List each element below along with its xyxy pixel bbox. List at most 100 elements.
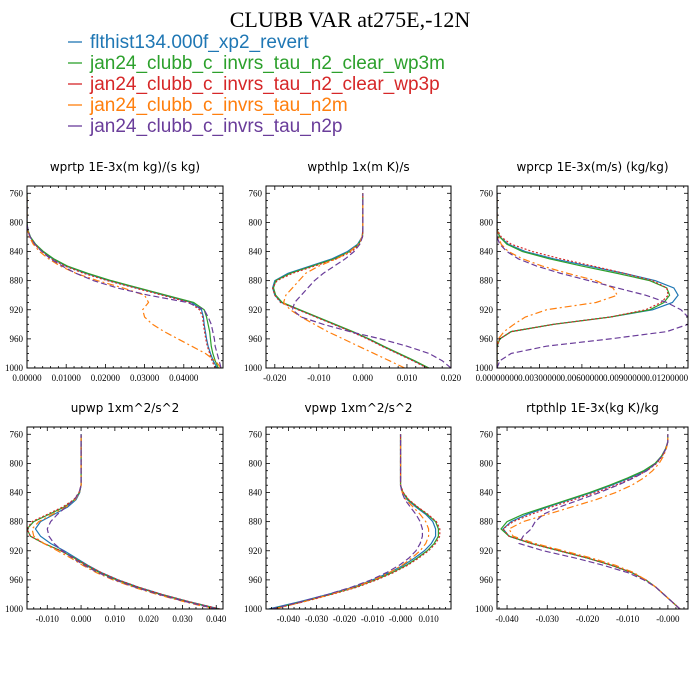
series-line-4 [497, 193, 619, 368]
series-group [268, 434, 441, 609]
legend-label: jan24_clubb_c_invrs_tau_n2m [89, 95, 348, 116]
y-tick-label: 800 [249, 217, 263, 227]
y-tick-label: 760 [10, 188, 24, 198]
series-line-4 [27, 193, 222, 368]
y-tick-label: 800 [480, 458, 494, 468]
legend-label: flthist134.000f_xp2_revert [90, 32, 309, 53]
x-tick-label: 0.00900000 [603, 373, 646, 383]
legend-item: jan24_clubb_c_invrs_tau_n2p [68, 116, 342, 137]
y-tick-label: 840 [249, 488, 263, 498]
y-tick-label: 960 [10, 334, 24, 344]
x-tick-label: -0.010 [616, 614, 640, 624]
series-line-2 [27, 193, 219, 368]
x-tick-label: -0.020 [333, 614, 357, 624]
y-tick-label: 760 [249, 429, 263, 439]
y-tick-label: 1000 [244, 363, 263, 373]
series-line-5 [46, 434, 217, 609]
y-tick-label: 760 [249, 188, 263, 198]
series-line-3 [27, 434, 220, 609]
y-tick-label: 760 [10, 429, 24, 439]
x-tick-label: 0.010 [418, 614, 439, 624]
x-tick-label: 0.02000 [91, 373, 121, 383]
y-tick-label: 960 [480, 334, 494, 344]
series-line-2 [272, 193, 430, 368]
x-tick-label: -0.000 [389, 614, 413, 624]
series-line-5 [27, 193, 222, 368]
y-tick-label: 880 [10, 276, 24, 286]
series-line-2 [500, 434, 681, 609]
y-tick-label: 880 [10, 517, 24, 527]
series-line-3 [272, 434, 441, 609]
panel-title: rtpthlp 1E-3x(kg K)/kg [526, 401, 659, 415]
x-tick-label: -0.010 [36, 614, 60, 624]
y-tick-label: 760 [480, 429, 494, 439]
series-line-1 [268, 434, 437, 609]
plot-frame [496, 185, 689, 369]
series-group [271, 193, 451, 368]
x-tick-label: 0.00600000 [561, 373, 604, 383]
panel-title: wprcp 1E-3x(m/s) (kg/kg) [516, 160, 668, 174]
series-line-4 [31, 434, 215, 609]
y-tick-label: 800 [10, 217, 24, 227]
series-line-3 [502, 434, 681, 609]
series-line-5 [291, 193, 451, 368]
y-tick-label: 960 [10, 575, 24, 585]
x-tick-label: 0.00300000 [518, 373, 561, 383]
y-tick-label: 840 [10, 488, 24, 498]
plot-frame [26, 185, 224, 369]
figure-title: CLUBB VAR at275E,-12N [230, 7, 471, 32]
x-tick-label: -0.040 [277, 614, 301, 624]
x-tick-label: 0.00000000 [476, 373, 519, 383]
y-tick-label: 1000 [475, 604, 494, 614]
legend-item: jan24_clubb_c_invrs_tau_n2_clear_wp3m [68, 53, 445, 74]
legend-item: flthist134.000f_xp2_revert [68, 32, 309, 53]
x-tick-label: -0.040 [495, 614, 519, 624]
x-tick-label: 0.030 [172, 614, 193, 624]
series-line-4 [274, 434, 430, 609]
y-tick-label: 800 [480, 217, 494, 227]
x-tick-label: -0.020 [263, 373, 287, 383]
y-tick-label: 920 [249, 546, 263, 556]
panel-title: vpwp 1xm^2/s^2 [304, 401, 412, 415]
y-tick-label: 960 [249, 334, 263, 344]
plot-frame [496, 426, 689, 610]
series-line-1 [27, 193, 218, 368]
x-tick-label: 0.000 [353, 373, 374, 383]
x-tick-label: 0.01000 [52, 373, 82, 383]
x-tick-label: 0.000 [71, 614, 92, 624]
series-line-1 [502, 434, 681, 609]
panel-3: wprcp 1E-3x(m/s) (kg/kg) 760 800 840 880 920 9… [475, 160, 689, 383]
y-tick-label: 1000 [475, 363, 494, 373]
x-tick-label: 0.020 [139, 614, 160, 624]
y-tick-label: 880 [480, 276, 494, 286]
x-tick-label: -0.010 [361, 614, 385, 624]
x-tick-label: -0.030 [305, 614, 329, 624]
y-tick-label: 800 [249, 458, 263, 468]
series-group [27, 434, 220, 609]
x-tick-label: 0.03000 [130, 373, 160, 383]
x-tick-label: 0.010 [397, 373, 418, 383]
panel-4: upwp 1xm^2/s^2 760 800 840 880 920 960 1000 -0.0… [5, 401, 227, 624]
series-line-5 [497, 193, 688, 368]
y-tick-label: 880 [480, 517, 494, 527]
y-tick-label: 760 [480, 188, 494, 198]
panel-1: wprtp 1E-3x(m kg)/(s kg) 760 800 840 880 920 9… [5, 160, 224, 383]
plot-frame [265, 185, 452, 369]
x-tick-label: -0.020 [576, 614, 600, 624]
y-tick-label: 960 [480, 575, 494, 585]
x-tick-label: 0.04000 [169, 373, 199, 383]
series-group [27, 193, 222, 368]
legend-label: jan24_clubb_c_invrs_tau_n2p [89, 116, 342, 137]
legend-item: jan24_clubb_c_invrs_tau_n2_clear_wp3p [68, 74, 440, 95]
legend-item: jan24_clubb_c_invrs_tau_n2m [68, 95, 348, 116]
y-tick-label: 920 [10, 546, 24, 556]
y-tick-label: 1000 [5, 363, 24, 373]
x-tick-label: 0.040 [206, 614, 227, 624]
legend-label: jan24_clubb_c_invrs_tau_n2_clear_wp3m [89, 53, 445, 74]
y-tick-label: 1000 [5, 604, 24, 614]
plot-frame [26, 426, 224, 610]
plot-frame [265, 426, 452, 610]
x-tick-label: 0.010 [105, 614, 126, 624]
x-tick-label: 0.00000 [12, 373, 42, 383]
